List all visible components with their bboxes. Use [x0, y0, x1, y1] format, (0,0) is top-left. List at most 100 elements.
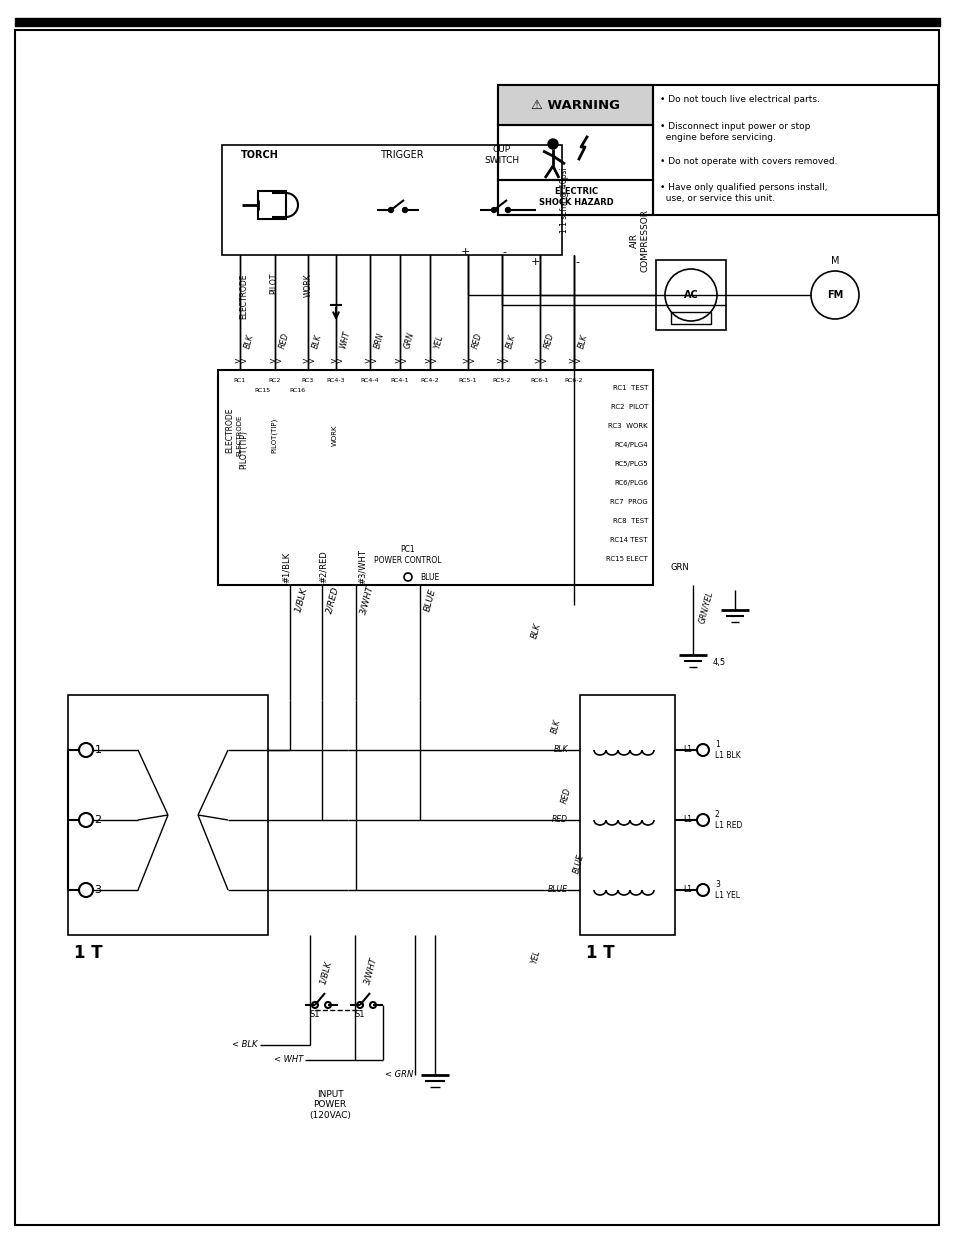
Text: 2/RED: 2/RED: [325, 585, 340, 615]
Text: S1: S1: [355, 1010, 365, 1019]
Text: BLK: BLK: [311, 333, 323, 350]
Text: RED: RED: [559, 787, 572, 805]
Text: #3/WHT: #3/WHT: [357, 550, 366, 584]
Text: 3
L1 YEL: 3 L1 YEL: [714, 881, 740, 900]
Text: RED: RED: [277, 332, 291, 350]
Text: 1/BLK: 1/BLK: [293, 587, 308, 614]
Text: WHT: WHT: [338, 331, 352, 350]
Text: CUP
SWITCH: CUP SWITCH: [484, 146, 519, 164]
Text: AIR
COMPRESSOR: AIR COMPRESSOR: [630, 209, 649, 272]
Text: PILOT: PILOT: [269, 273, 278, 294]
Text: RED: RED: [471, 332, 483, 350]
Text: >>: >>: [329, 356, 343, 366]
Text: PILOT(TIP): PILOT(TIP): [239, 431, 248, 469]
Text: YEL: YEL: [433, 335, 445, 350]
Bar: [670, 312, 710, 324]
Text: BLK: BLK: [530, 622, 542, 640]
Text: +: +: [530, 257, 539, 267]
Text: RC8  TEST: RC8 TEST: [612, 517, 647, 524]
Text: RED: RED: [552, 815, 567, 825]
Text: BLK: BLK: [504, 333, 517, 350]
Text: YEL: YEL: [530, 950, 541, 965]
Text: 3: 3: [94, 885, 101, 895]
Text: < GRN: < GRN: [384, 1071, 413, 1079]
Text: L1: L1: [682, 885, 691, 894]
Text: RC15 ELECT: RC15 ELECT: [605, 556, 647, 562]
Circle shape: [402, 207, 407, 212]
Circle shape: [388, 207, 393, 212]
Text: RC3: RC3: [301, 378, 314, 383]
Text: BLK: BLK: [550, 719, 562, 735]
Bar: [656, 261, 725, 330]
Text: RC4-4: RC4-4: [360, 378, 379, 383]
Text: ELECTRODE: ELECTRODE: [225, 408, 234, 453]
Text: RC4-1: RC4-1: [391, 378, 409, 383]
Text: ELECTRIC
SHOCK HAZARD: ELECTRIC SHOCK HAZARD: [538, 188, 613, 206]
Bar: [497, 85, 937, 215]
Text: RC4-2: RC4-2: [420, 378, 438, 383]
Text: -: -: [501, 247, 505, 257]
Text: >>: >>: [422, 356, 436, 366]
Bar: [497, 125, 652, 180]
Text: 1: 1: [94, 745, 101, 755]
Text: < WHT: < WHT: [274, 1056, 303, 1065]
Text: WORK: WORK: [303, 273, 313, 296]
Text: RC5/PLG5: RC5/PLG5: [614, 461, 647, 467]
Text: BLK: BLK: [577, 333, 589, 350]
Text: RC5-1: RC5-1: [458, 378, 476, 383]
Text: #1/BLK: #1/BLK: [281, 552, 291, 583]
Text: RC2: RC2: [269, 378, 281, 383]
Text: RC6-1: RC6-1: [530, 378, 549, 383]
Text: • Do not operate with covers removed.: • Do not operate with covers removed.: [659, 157, 837, 165]
Text: -: -: [575, 257, 578, 267]
Text: RC4/PLG4: RC4/PLG4: [614, 442, 647, 448]
Text: ELECTRODE: ELECTRODE: [235, 414, 242, 456]
Text: >>: >>: [363, 356, 376, 366]
Text: BRN: BRN: [373, 332, 386, 350]
Text: RC1  TEST: RC1 TEST: [612, 385, 647, 391]
Text: M: M: [830, 256, 839, 266]
Text: RC14 TEST: RC14 TEST: [610, 537, 647, 543]
Bar: [68, 695, 268, 935]
Text: >>: >>: [301, 356, 314, 366]
Text: BLK: BLK: [243, 333, 255, 350]
Text: RC15: RC15: [253, 388, 270, 393]
Text: BLUE: BLUE: [419, 573, 438, 582]
Text: S1: S1: [310, 1010, 320, 1019]
Text: GRN: GRN: [670, 562, 689, 572]
Text: PC1
POWER CONTROL: PC1 POWER CONTROL: [374, 546, 441, 564]
Bar: [497, 180, 652, 215]
Text: 1
L1 BLK: 1 L1 BLK: [714, 740, 740, 760]
Text: RC5-2: RC5-2: [493, 378, 511, 383]
Text: RC2  PILOT: RC2 PILOT: [610, 404, 647, 410]
Text: GRN/YEL: GRN/YEL: [697, 590, 714, 625]
Text: ⚠ WARNING: ⚠ WARNING: [531, 99, 619, 111]
Text: • Do not touch live electrical parts.: • Do not touch live electrical parts.: [659, 95, 819, 104]
Text: RC1: RC1: [233, 378, 246, 383]
Circle shape: [505, 207, 510, 212]
Text: 1 T: 1 T: [73, 944, 102, 962]
Text: GRN: GRN: [402, 331, 416, 350]
Text: BLK: BLK: [553, 746, 567, 755]
Text: TORCH: TORCH: [241, 149, 278, 161]
Text: 3/WHT: 3/WHT: [363, 956, 378, 986]
Text: BLUE: BLUE: [547, 885, 567, 894]
Text: TRIGGER: TRIGGER: [380, 149, 423, 161]
Text: 2: 2: [94, 815, 101, 825]
Text: 1 T: 1 T: [585, 944, 614, 962]
Text: ELECTRODE: ELECTRODE: [239, 273, 248, 319]
Text: >>: >>: [533, 356, 546, 366]
Bar: [497, 85, 652, 125]
Text: BLUE: BLUE: [422, 588, 437, 613]
Text: RED: RED: [542, 332, 556, 350]
Text: • Have only qualified persons install,
  use, or service this unit.: • Have only qualified persons install, u…: [659, 183, 826, 203]
Text: >>: >>: [233, 356, 247, 366]
Text: RC7  PROG: RC7 PROG: [610, 499, 647, 505]
Text: >>: >>: [393, 356, 407, 366]
Text: • Disconnect input power or stop
  engine before servicing.: • Disconnect input power or stop engine …: [659, 122, 809, 142]
Text: FM: FM: [826, 290, 842, 300]
Text: 2
L1 RED: 2 L1 RED: [714, 810, 741, 830]
Text: 3/WHT: 3/WHT: [358, 584, 375, 615]
Text: >>: >>: [268, 356, 282, 366]
Text: >>: >>: [460, 356, 475, 366]
